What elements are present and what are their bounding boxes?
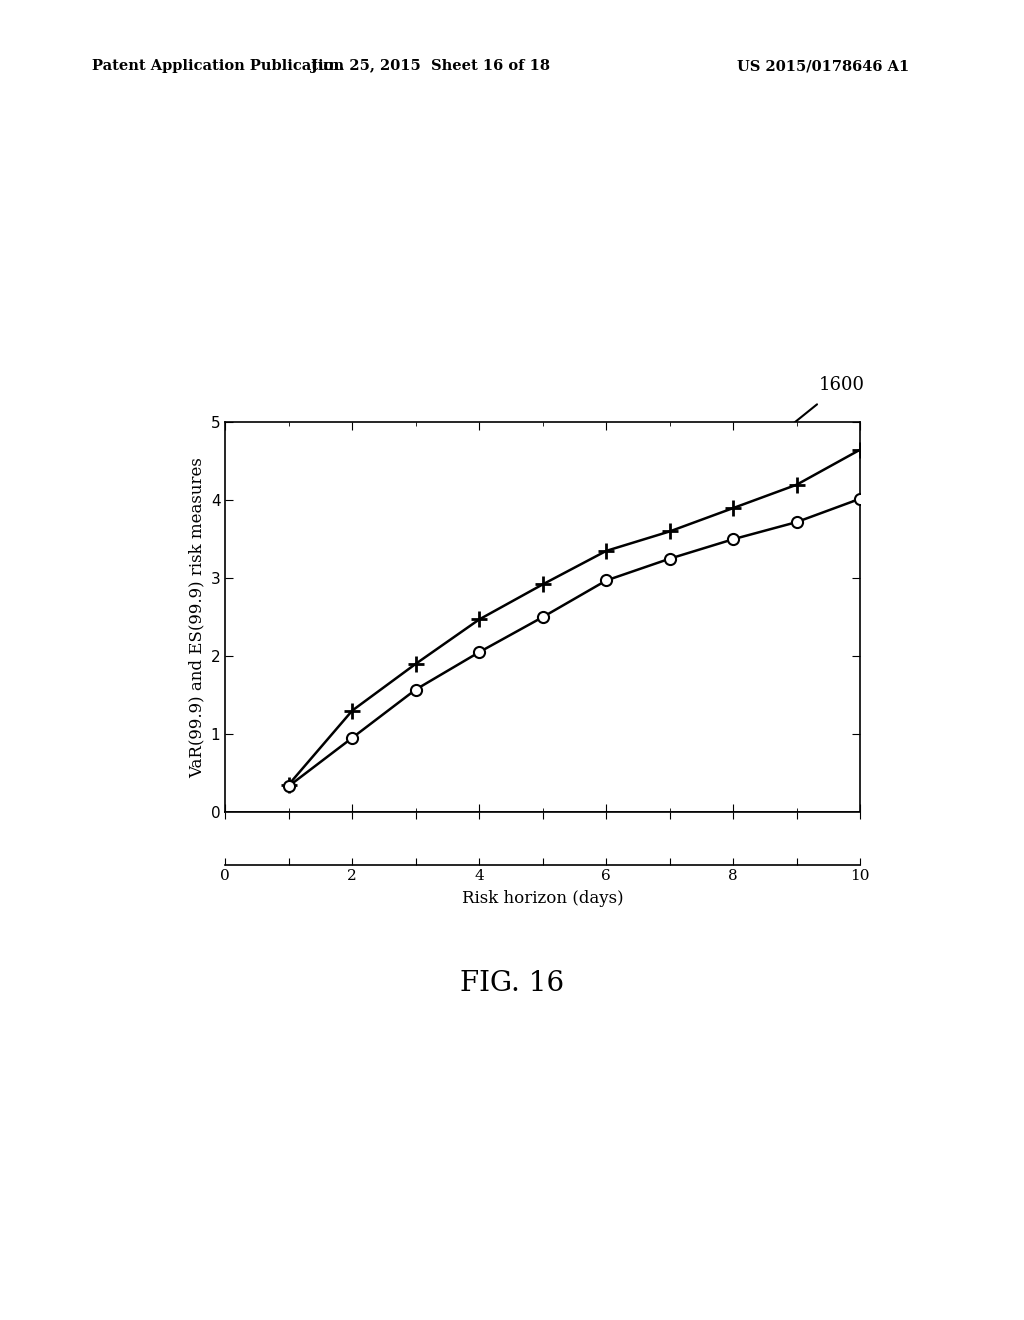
Text: US 2015/0178646 A1: US 2015/0178646 A1	[737, 59, 909, 74]
Text: Patent Application Publication: Patent Application Publication	[92, 59, 344, 74]
Y-axis label: VaR(99.9) and ES(99.9) risk measures: VaR(99.9) and ES(99.9) risk measures	[188, 457, 205, 777]
Text: 1600: 1600	[819, 376, 865, 395]
Text: FIG. 16: FIG. 16	[460, 970, 564, 997]
Text: Jun. 25, 2015  Sheet 16 of 18: Jun. 25, 2015 Sheet 16 of 18	[310, 59, 550, 74]
X-axis label: Risk horizon (days): Risk horizon (days)	[462, 891, 624, 907]
